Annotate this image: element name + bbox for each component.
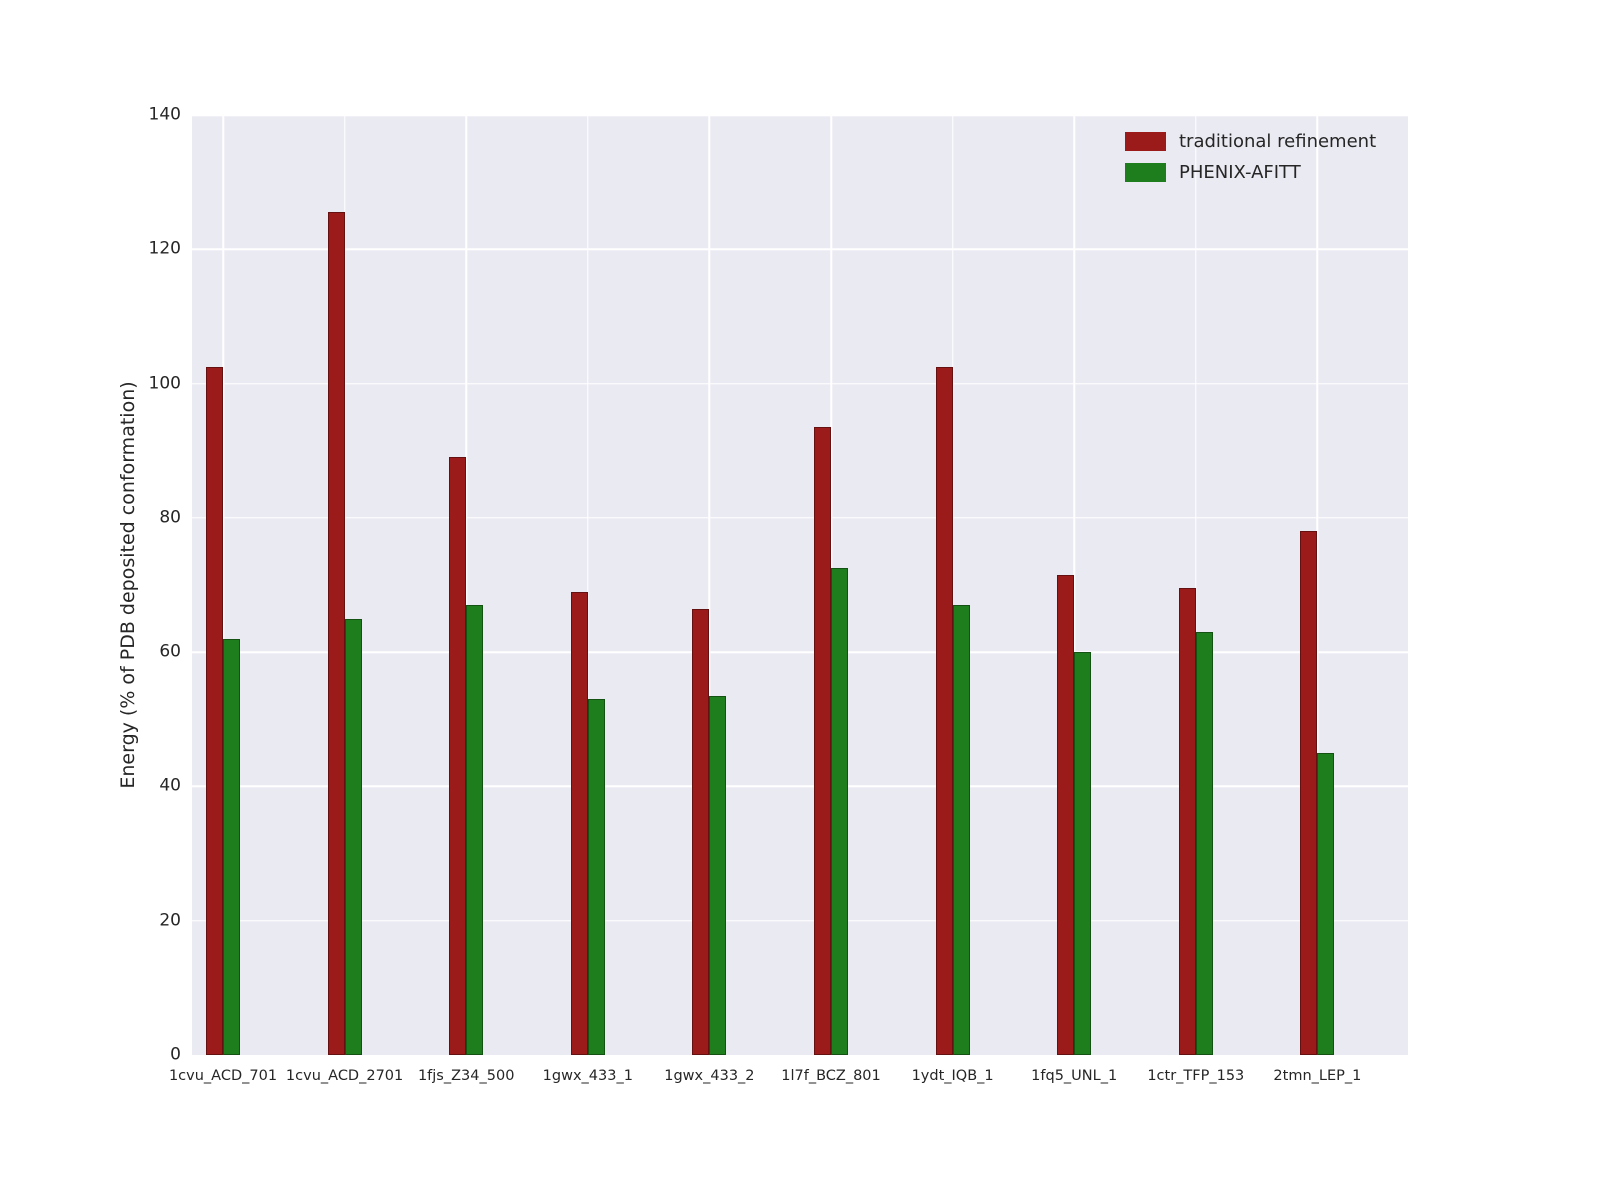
bar-traditional-refinement xyxy=(1300,531,1318,1055)
gridline-vertical xyxy=(587,115,589,1055)
y-tick-label: 80 xyxy=(159,507,181,528)
bar-phenix-afitt xyxy=(1074,652,1092,1055)
bar-phenix-afitt xyxy=(1317,752,1335,1055)
bar-phenix-afitt xyxy=(831,568,848,1055)
bar-phenix-afitt xyxy=(344,618,362,1055)
gridline-horizontal xyxy=(192,382,1408,385)
x-tick-label: 1l7f_BCZ_801 xyxy=(781,1068,881,1084)
y-tick-label: 120 xyxy=(148,238,181,259)
plot-area: 0 20 40 60 80 100 120 140 1cvu_ACD_701 1cvu_ACD_2… xyxy=(149,106,1408,1083)
legend: traditional refinement PHENIX-AFITT xyxy=(1125,131,1376,183)
gridline-horizontal xyxy=(192,248,1408,251)
gridline-vertical xyxy=(1195,115,1197,1055)
bar-phenix-afitt xyxy=(709,695,727,1055)
bar-phenix-afitt xyxy=(466,605,484,1055)
gridline-horizontal xyxy=(192,919,1408,922)
gridline-vertical xyxy=(465,115,467,1055)
bar-traditional-refinement xyxy=(692,608,710,1055)
y-tick-label: 140 xyxy=(148,104,181,125)
x-tick-label: 1cvu_ACD_701 xyxy=(168,1068,278,1084)
x-tick-label: 1gwx_433_2 xyxy=(664,1068,755,1084)
gridline-vertical xyxy=(1316,115,1319,1055)
y-axis-label: Energy (% of PDB deposited conformation) xyxy=(117,381,139,789)
x-tick-label: 1cvu_ACD_2701 xyxy=(285,1068,404,1084)
legend-item-traditional-refinement: traditional refinement xyxy=(1125,131,1376,152)
bar-traditional-refinement xyxy=(206,366,223,1055)
legend-label-traditional-refinement: traditional refinement xyxy=(1179,131,1377,152)
y-tick-label: 20 xyxy=(159,910,181,931)
gridline-vertical xyxy=(708,115,711,1055)
bar-phenix-afitt xyxy=(223,638,240,1055)
y-tick-label: 40 xyxy=(159,775,181,796)
bar-traditional-refinement xyxy=(1178,588,1196,1055)
gridline-vertical xyxy=(951,115,954,1055)
x-tick-label: 2tmn_LEP_1 xyxy=(1273,1068,1362,1084)
y-tick-label: 60 xyxy=(159,641,181,662)
y-tick-label: 100 xyxy=(148,373,181,394)
gridline-horizontal xyxy=(192,517,1408,519)
gridline-horizontal xyxy=(192,114,1408,116)
bar-traditional-refinement xyxy=(814,427,831,1055)
x-tick-label: 1ctr_TFP_153 xyxy=(1147,1068,1245,1084)
gridline-vertical xyxy=(222,115,224,1055)
bar-phenix-afitt xyxy=(1195,632,1213,1055)
x-tick-label: 1fjs_Z34_500 xyxy=(417,1068,515,1084)
legend-swatch-traditional-refinement xyxy=(1125,132,1166,151)
legend-label-phenix-afitt: PHENIX-AFITT xyxy=(1179,162,1301,183)
bar-traditional-refinement xyxy=(935,366,953,1055)
x-tick-label: 1gwx_433_1 xyxy=(542,1068,633,1084)
gridline-horizontal xyxy=(192,651,1408,653)
legend-item-phenix-afitt: PHENIX-AFITT xyxy=(1125,162,1376,183)
bar-traditional-refinement xyxy=(570,591,588,1055)
bar-phenix-afitt xyxy=(587,699,605,1055)
bar-phenix-afitt xyxy=(952,605,970,1055)
gridline-horizontal xyxy=(192,785,1408,788)
gridline-vertical xyxy=(343,115,346,1055)
y-tick-label: 0 xyxy=(170,1044,181,1065)
bar-traditional-refinement xyxy=(1057,574,1075,1055)
gridline-vertical xyxy=(1073,115,1075,1055)
bar-traditional-refinement xyxy=(449,457,467,1055)
legend-swatch-phenix-afitt xyxy=(1125,163,1166,182)
bar-traditional-refinement xyxy=(327,212,345,1055)
x-tick-label: 1fq5_UNL_1 xyxy=(1031,1068,1118,1084)
x-tick-label: 1ydt_IQB_1 xyxy=(911,1068,994,1084)
